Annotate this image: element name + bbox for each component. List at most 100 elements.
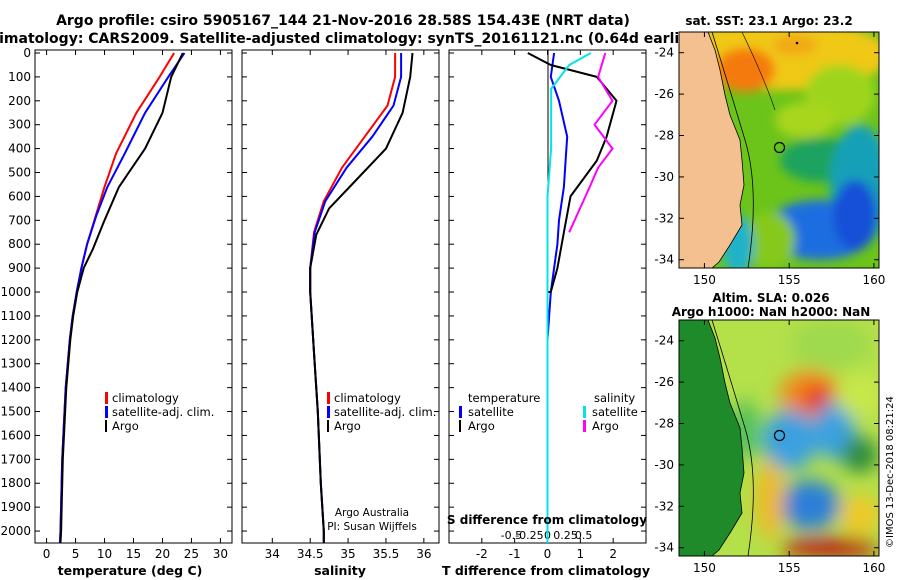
depth-tick-label: 500: [8, 166, 31, 180]
depth-tick-label: 1800: [0, 476, 31, 490]
temperature-x-ticks: 0 5 10 15 20 25 30: [35, 50, 232, 561]
depth-tick-label: 1200: [0, 333, 31, 347]
salinity-plot-frame: [241, 49, 440, 544]
map-lat-label: -34: [654, 253, 674, 267]
shelf-isobath: [711, 32, 754, 268]
map-lat-label: -26: [654, 375, 674, 389]
legend-climatology: climatology: [112, 391, 179, 405]
map-lat-label: -24: [654, 334, 674, 348]
sla-map-ticks: 150 155 160 -24 -26 -28 -30 -32 -34: [654, 320, 885, 575]
difference-panel: -2 -1 0 1 2 -0.5-0.2500.250.5 S difference f…: [442, 49, 650, 578]
difference-series: [527, 52, 618, 543]
map-lon-label: 150: [693, 273, 716, 287]
depth-tick-label: 2000: [0, 524, 31, 538]
x-tick-label: 25: [184, 547, 199, 561]
legend-climatology-swatch: [327, 392, 330, 404]
sst-map-title: sat. SST: 23.1 Argo: 23.2: [685, 14, 852, 28]
x-tick-label: 2: [609, 547, 617, 561]
sla-field: [679, 320, 879, 556]
depth-tick-label: 1300: [0, 357, 31, 371]
salinity-legend: climatology satellite-adj. clim. Argo: [327, 391, 436, 433]
depth-tick-label: 1900: [0, 500, 31, 514]
sla-map-frame: [678, 319, 880, 557]
difference-x-ticks: -2 -1 0 1 2: [449, 50, 646, 561]
x-tick-label: 36: [416, 547, 431, 561]
map-lat-label: -28: [654, 417, 674, 431]
s-tick-label: 0.5: [575, 529, 593, 542]
sla-map-title-line1: Altim. SLA: 0.026: [712, 291, 829, 305]
depth-tick-label: 600: [8, 189, 31, 203]
depth-tick-label: 0: [23, 46, 31, 60]
legend-t-satellite-swatch: [459, 406, 462, 418]
sst-map-frame: [678, 31, 880, 269]
depth-tick-label: 100: [8, 70, 31, 84]
figure-title-line2: Climatology: CARS2009. Satellite-adjuste…: [0, 31, 702, 47]
salinity-series: [309, 52, 414, 543]
sla-map-title-line2: Argo h1000: NaN h2000: NaN: [672, 305, 871, 319]
map-lon-label: 155: [778, 561, 801, 575]
t-difference-xlabel: T difference from climatology: [442, 563, 650, 578]
s-tick-label: -0.5: [501, 529, 522, 542]
x-tick-label: 5: [72, 547, 80, 561]
depth-tick-label: 1600: [0, 428, 31, 442]
legend-satellite: satellite-adj. clim.: [334, 405, 436, 419]
depth-tick-label: 400: [8, 142, 31, 156]
x-tick-label: 35.5: [373, 547, 400, 561]
x-tick-label: 0: [43, 547, 51, 561]
series-line-salinity-satellite: [546, 52, 592, 543]
legend-salinity-title: salinity: [594, 391, 635, 405]
series-line-argo: [309, 52, 414, 543]
map-lat-label: -30: [654, 458, 674, 472]
x-tick-label: 15: [126, 547, 141, 561]
map-lon-label: 155: [778, 273, 801, 287]
map-lat-label: -32: [654, 499, 674, 513]
legend-temperature-title: temperature: [468, 391, 540, 405]
temperature-xlabel: temperature (deg C): [58, 563, 203, 578]
depth-tick-label: 1400: [0, 381, 31, 395]
salinity-panel: 34 34.5 35 35.5 36 salinity climatology sate…: [241, 49, 440, 578]
legend-s-argo: Argo: [592, 419, 619, 433]
salinity-x-ticks: 34 34.5 35 35.5 36: [242, 50, 439, 561]
sla-map: Altim. SLA: 0.026 Argo h1000: NaN h2000:…: [654, 291, 885, 575]
x-tick-label: -2: [476, 547, 488, 561]
x-tick-label: 35: [340, 547, 355, 561]
legend-t-satellite: satellite: [468, 405, 514, 419]
temperature-series: [58, 52, 186, 543]
map-lon-label: 160: [862, 561, 885, 575]
legend-t-argo-swatch: [459, 420, 461, 432]
float-position-marker: [773, 141, 786, 154]
map-lon-label: 160: [862, 273, 885, 287]
depth-tick-label: 300: [8, 118, 31, 132]
x-tick-label: 20: [155, 547, 170, 561]
map-lat-label: -34: [654, 541, 674, 555]
legend-climatology-swatch: [105, 392, 108, 404]
x-tick-label: 1: [577, 547, 585, 561]
legend-climatology: climatology: [334, 391, 401, 405]
legend-s-argo-swatch: [583, 420, 586, 432]
temperature-legend: climatology satellite-adj. clim. Argo: [105, 391, 214, 433]
map-lat-label: -32: [654, 211, 674, 225]
depth-tick-label: 1700: [0, 452, 31, 466]
float-position-marker: [773, 429, 786, 442]
legend-argo-swatch: [105, 420, 107, 432]
legend-satellite-swatch: [105, 406, 108, 418]
x-tick-label: 0: [544, 547, 552, 561]
depth-tick-label: 1000: [0, 285, 31, 299]
series-line-salinity-argo: [568, 52, 614, 233]
x-tick-label: 10: [97, 547, 112, 561]
x-tick-label: 34.5: [297, 547, 324, 561]
map-lat-label: -28: [654, 129, 674, 143]
legend-argo: Argo: [334, 419, 361, 433]
depth-tick-label: 800: [8, 237, 31, 251]
depth-tick-label: 1100: [0, 309, 31, 323]
legend-s-satellite: satellite: [592, 405, 638, 419]
depth-axis: 0 100 200 300 400 500 600 700 800 900 1000 1100 1200…: [0, 46, 31, 538]
shelf-isobath: [711, 320, 754, 556]
x-tick-label: 30: [213, 547, 228, 561]
sst-map-ticks: 150 155 160 -24 -26 -28 -30 -32 -34: [654, 32, 885, 287]
s-tick-label: -0.25: [515, 529, 543, 542]
map-lon-label: 150: [693, 561, 716, 575]
credit-pi: PI: Susan Wijffels: [327, 521, 417, 533]
coastline: [679, 32, 745, 268]
